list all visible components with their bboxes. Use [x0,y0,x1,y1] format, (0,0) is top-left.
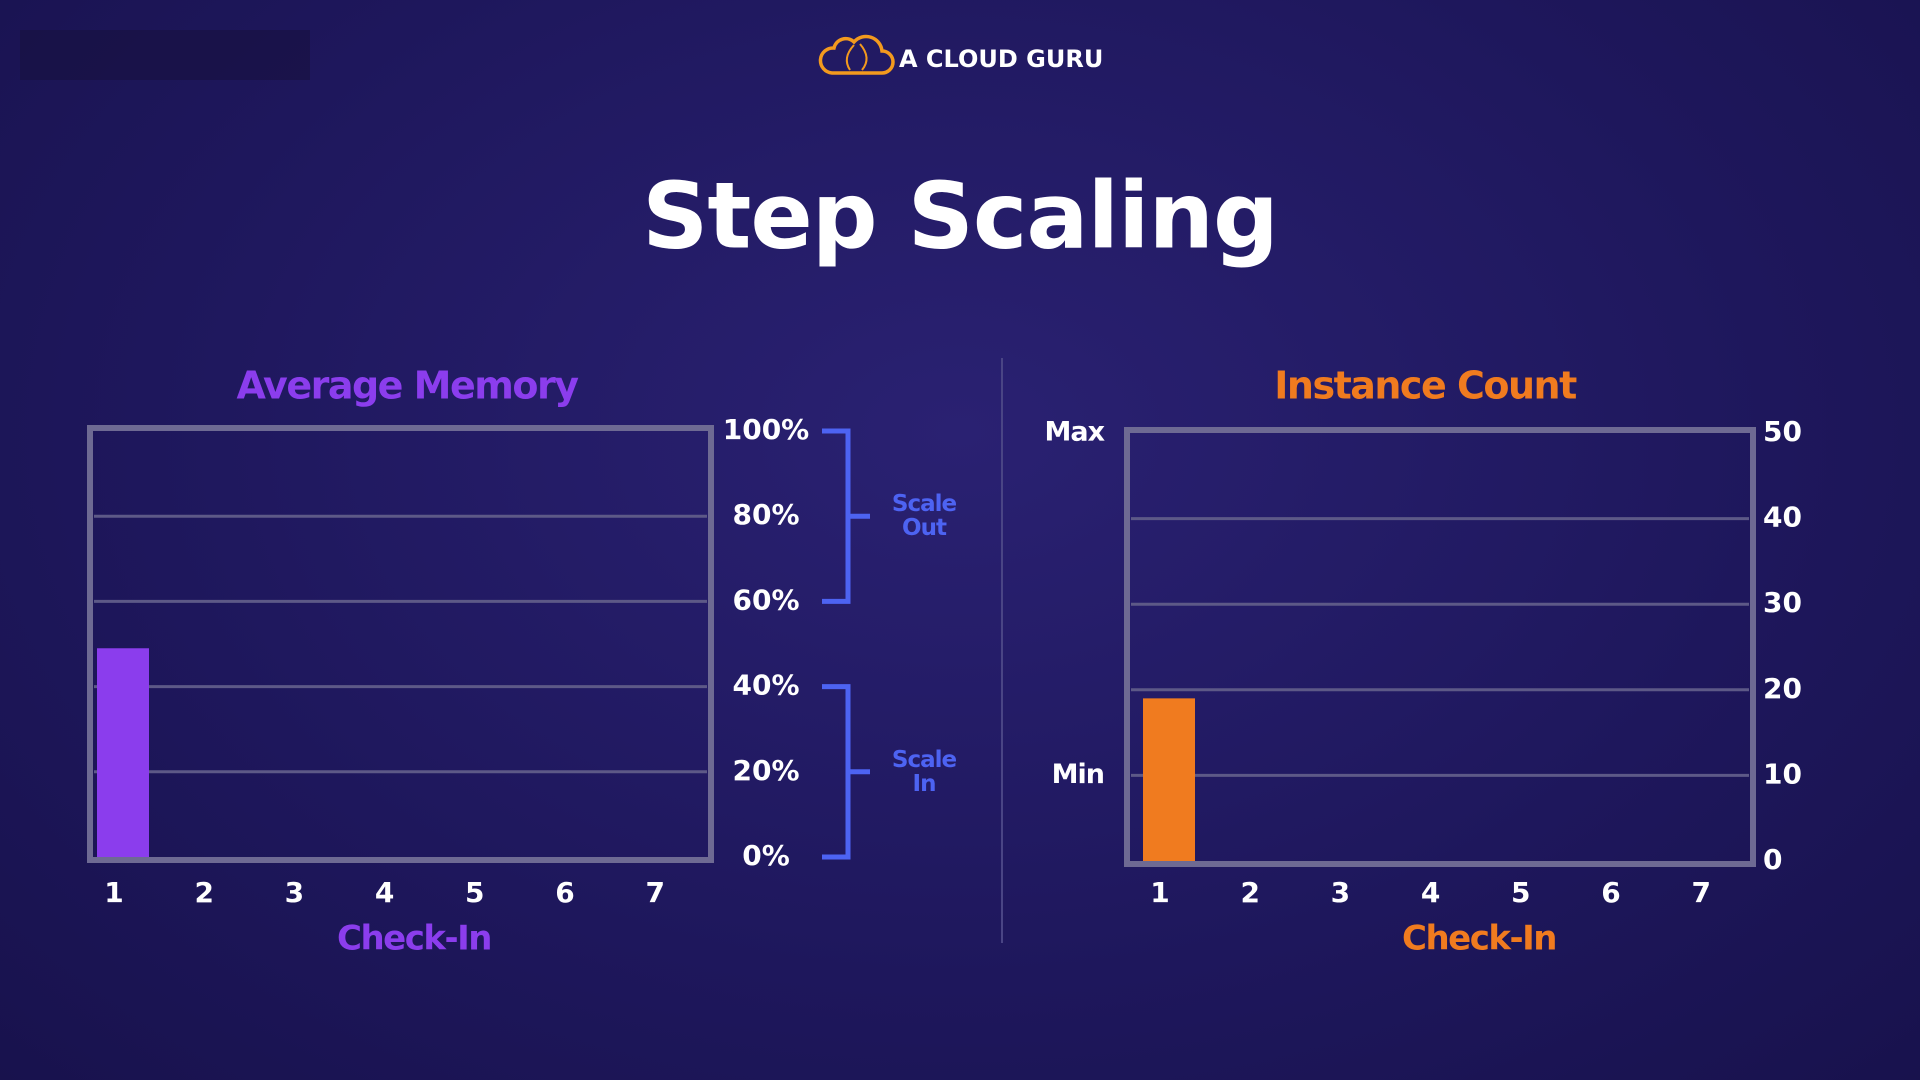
level-label: Min [1052,759,1104,790]
x-tick-label: 7 [1691,876,1710,909]
bar [97,648,149,857]
y-tick-label: 40 [1763,501,1802,534]
y-tick-label: 0 [1763,843,1782,876]
plot-frame [87,425,714,863]
x-tick-label: 4 [375,876,394,909]
chart-title: Instance Count [1274,364,1577,408]
bracket [822,684,870,860]
slide-title: Step Scaling [642,162,1278,269]
y-tick-label: 50 [1763,415,1802,448]
y-tick-label: 10 [1763,757,1802,790]
bar [1143,698,1195,861]
x-tick-label: 6 [555,876,574,909]
y-tick-label: 20 [1763,672,1802,705]
x-tick-label: 5 [465,876,484,909]
x-tick-label: 1 [1150,876,1169,909]
level-label: Max [1044,417,1104,448]
x-tick-label: 7 [645,876,664,909]
x-axis-label: Check-In [1402,919,1556,959]
bracket-label: Scale In [891,746,957,797]
x-tick-label: 3 [1331,876,1350,909]
bracket [822,428,870,604]
x-tick-label: 4 [1421,876,1440,909]
x-tick-label: 6 [1601,876,1620,909]
x-tick-label: 5 [1511,876,1530,909]
blurred-panel [20,30,310,80]
y-tick-label: 0% [742,839,790,872]
y-tick-label: 60% [732,583,799,616]
bracket-label: Scale Out [891,491,957,542]
x-tick-label: 3 [285,876,304,909]
brand: A CLOUD GURU [899,45,1103,73]
y-tick-label: 30 [1763,586,1802,619]
logo [818,34,895,75]
x-axis-label: Check-In [337,919,491,959]
y-tick-label: 40% [732,669,799,702]
plot-frame [1124,427,1756,867]
x-tick-label: 2 [1240,876,1259,909]
chart-title: Average Memory [237,364,580,408]
x-tick-label: 2 [194,876,213,909]
x-tick-label: 1 [104,876,123,909]
y-tick-label: 80% [732,498,799,531]
y-tick-label: 20% [732,754,799,787]
y-tick-label: 100% [723,413,810,446]
